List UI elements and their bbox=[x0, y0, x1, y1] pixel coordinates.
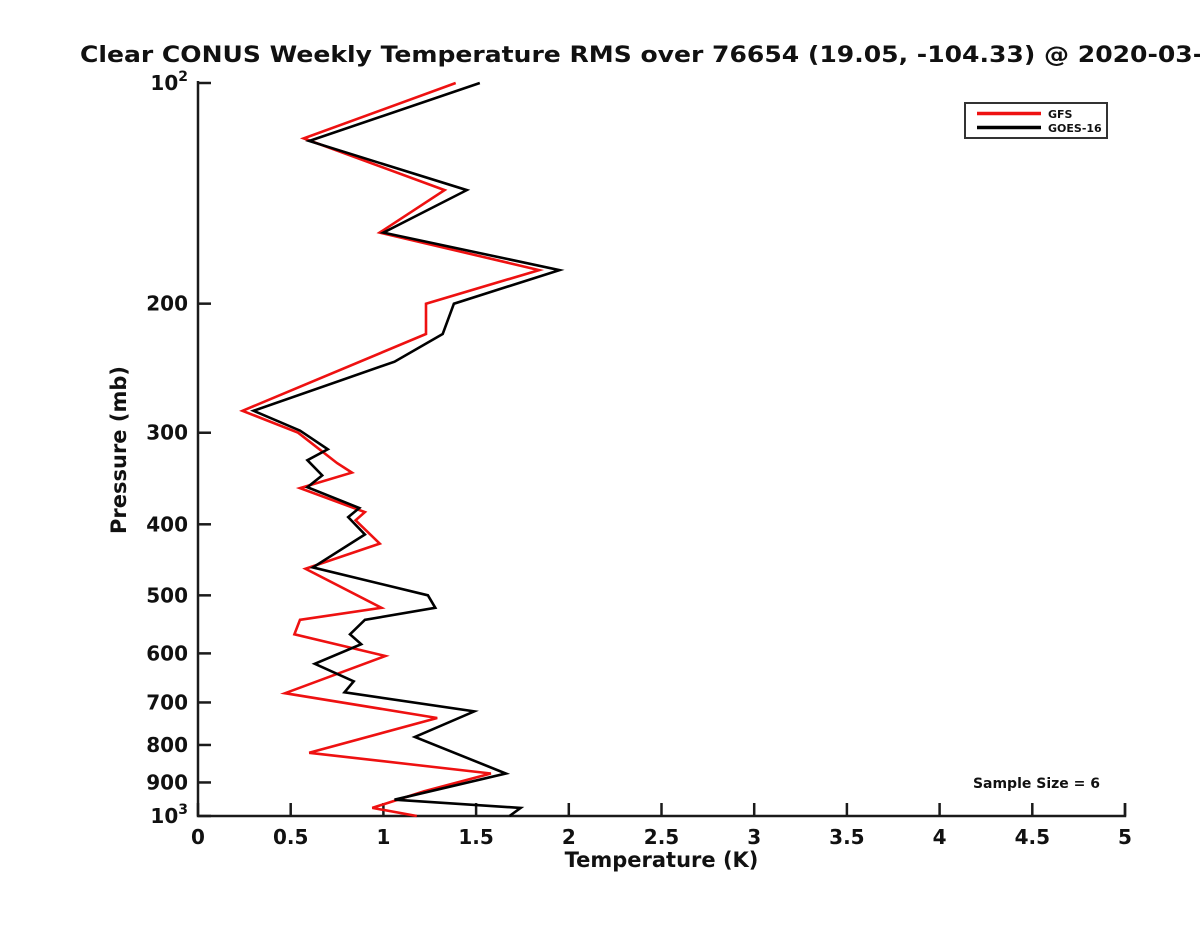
sample-size-annotation: Sample Size = 6 bbox=[973, 776, 1100, 792]
x-axis-label: Temperature (K) bbox=[565, 848, 759, 872]
x-tick-label: 1.5 bbox=[458, 825, 493, 849]
x-tick-label: 5 bbox=[1118, 825, 1132, 849]
y-tick-label: 800 bbox=[146, 733, 188, 757]
plot-background bbox=[40, 16, 1200, 916]
y-tick-label: 102 bbox=[150, 69, 188, 95]
data-series bbox=[239, 81, 565, 818]
y-tick-label: 500 bbox=[146, 583, 188, 607]
rms-profile-chart: 102 200 300 400 500 600 700 800 900 103 0 0.5 1 1.5 2 2… bbox=[40, 16, 1200, 916]
gfs-line bbox=[239, 81, 545, 818]
axis-ticks bbox=[196, 81, 1127, 818]
y-tick-label: 300 bbox=[146, 421, 188, 445]
x-tick-labels: 0 0.5 1 1.5 2 2.5 3 3.5 4 4.5 5 bbox=[191, 825, 1132, 849]
y-tick-labels: 102 200 300 400 500 600 700 800 900 103 bbox=[146, 69, 188, 828]
x-tick-label: 1 bbox=[376, 825, 390, 849]
x-tick-label: 0.5 bbox=[273, 825, 308, 849]
x-tick-label: 2 bbox=[562, 825, 576, 849]
x-tick-label: 3 bbox=[747, 825, 761, 849]
y-tick-label: 900 bbox=[146, 770, 188, 794]
x-tick-label: 4.5 bbox=[1015, 825, 1050, 849]
y-tick-label: 200 bbox=[146, 292, 188, 316]
legend-label-goes16: GOES-16 bbox=[1048, 122, 1102, 135]
y-tick-label: 400 bbox=[146, 512, 188, 536]
x-tick-label: 0 bbox=[191, 825, 205, 849]
goes16-line bbox=[250, 81, 565, 818]
legend-box bbox=[964, 102, 1108, 139]
chart-title: Clear CONUS Weekly Temperature RMS over … bbox=[80, 43, 1200, 68]
x-tick-label: 3.5 bbox=[829, 825, 864, 849]
y-axis-label: Pressure (mb) bbox=[107, 366, 131, 534]
legend-label-gfs: GFS bbox=[1048, 108, 1073, 121]
y-tick-label: 700 bbox=[146, 690, 188, 714]
y-tick-label: 600 bbox=[146, 641, 188, 665]
y-tick-label: 103 bbox=[150, 802, 188, 828]
x-tick-label: 2.5 bbox=[644, 825, 679, 849]
x-tick-label: 4 bbox=[933, 825, 947, 849]
